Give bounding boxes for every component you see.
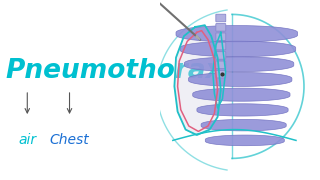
Polygon shape [188, 73, 292, 86]
Polygon shape [184, 57, 294, 72]
FancyBboxPatch shape [216, 33, 226, 40]
Polygon shape [176, 26, 298, 42]
FancyBboxPatch shape [216, 70, 226, 78]
Polygon shape [124, 0, 156, 1]
Polygon shape [213, 32, 226, 108]
Polygon shape [193, 88, 290, 101]
Polygon shape [174, 25, 221, 135]
FancyBboxPatch shape [216, 52, 226, 59]
Text: Chest: Chest [50, 133, 89, 147]
FancyBboxPatch shape [216, 14, 226, 22]
Text: air: air [18, 133, 36, 147]
Polygon shape [196, 35, 200, 40]
Polygon shape [201, 119, 286, 131]
Text: Pneumothorax: Pneumothorax [5, 58, 223, 84]
Polygon shape [180, 41, 296, 57]
FancyBboxPatch shape [216, 24, 226, 31]
Polygon shape [197, 104, 288, 116]
FancyBboxPatch shape [216, 42, 226, 50]
Polygon shape [205, 135, 284, 146]
FancyBboxPatch shape [216, 61, 226, 69]
